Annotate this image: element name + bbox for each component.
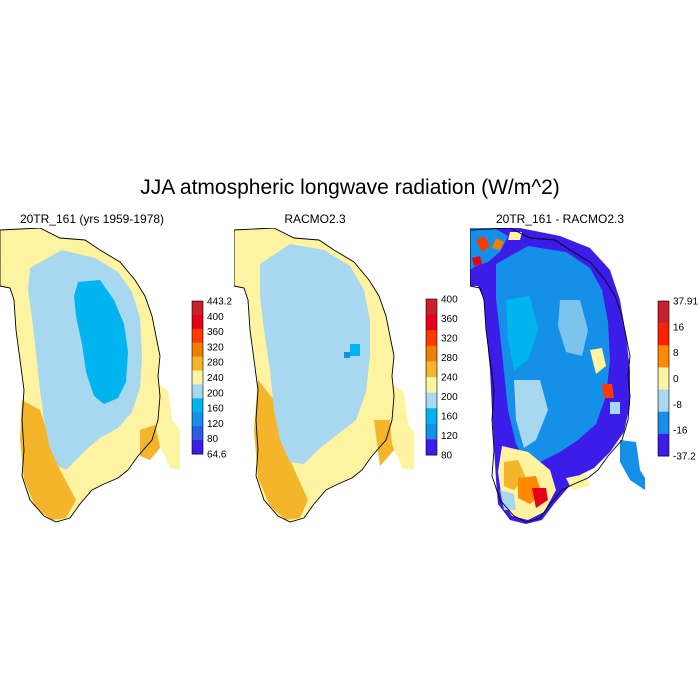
colorbar-swatch (426, 408, 437, 425)
figure-title: JJA atmospheric longwave radiation (W/m^… (140, 176, 560, 199)
colorbar-tick-label: 360 (207, 327, 224, 338)
colorbar-swatch (426, 361, 437, 378)
colorbar-tick-label: 80 (207, 434, 219, 445)
colorbars: 443.24003603202802402001601208064.640036… (191, 295, 698, 463)
colorbar-tick-label: 320 (441, 334, 458, 345)
colorbar-frame (191, 300, 204, 455)
colorbar-swatch (658, 323, 669, 346)
colorbar-swatch (426, 377, 437, 394)
colorbar-swatch (658, 433, 669, 457)
colorbar-swatch (192, 398, 203, 413)
colorbar-swatch (192, 314, 203, 330)
panel-title-model: 20TR_161 (yrs 1959-1978) (19, 212, 165, 226)
colorbar-swatch (426, 392, 437, 409)
colorbar-tick-label: 160 (207, 404, 224, 415)
colorbar-swatch (192, 328, 203, 344)
colorbar-swatch (192, 370, 203, 385)
colorbar-swatch (426, 439, 437, 456)
colorbar-tick-label: 200 (207, 388, 224, 399)
map-difference-field (470, 228, 645, 530)
colorbar-tick-label: 280 (441, 353, 458, 364)
colorbar-racmo: 400 360 320 280 240 200 160 120 80 (425, 295, 458, 462)
colorbar-swatch (192, 426, 203, 441)
colorbar-tick-label: 240 (441, 373, 458, 384)
colorbar-swatch (426, 330, 437, 347)
colorbar-swatch (426, 314, 437, 331)
colorbar-tick-label: -8 (673, 400, 682, 411)
colorbar-swatch (192, 301, 203, 316)
colorbar-tick-label: 200 (441, 392, 458, 403)
colorbar-tick-label: 8 (673, 348, 679, 359)
colorbar-swatch (192, 412, 203, 427)
colorbar-swatch (426, 345, 437, 362)
colorbar-swatch (658, 301, 669, 324)
colorbar-swatch (658, 345, 669, 368)
colorbar-tick-label: 240 (207, 373, 224, 384)
map-model-field (0, 228, 180, 530)
colorbar-tick-label: 160 (441, 412, 458, 423)
colorbar-tick-label: 120 (207, 419, 224, 430)
colorbar-tick-label: 64.6 (207, 450, 227, 461)
colorbar-tick-label: 400 (441, 295, 458, 306)
colorbar-tick-label: -16 (673, 426, 688, 437)
colorbar-difference: 37.91 16 8 0 -8 -16 -37.2 (657, 297, 698, 463)
colorbar-model: 443.2 400 360 320 280 240 200 160 120 80 64.6 (191, 297, 232, 461)
colorbar-swatch (192, 384, 203, 399)
colorbar-tick-label: 360 (441, 314, 458, 325)
colorbar-tick-label: 320 (207, 342, 224, 353)
colorbar-tick-label: 120 (441, 431, 458, 442)
panel-title-difference: 20TR_161 - RACMO2.3 (495, 212, 625, 226)
panel-title-racmo: RACMO2.3 (284, 212, 346, 226)
colorbar-tick-label: 0 (673, 374, 679, 385)
colorbar-tick-label: 280 (207, 358, 224, 369)
colorbar-tick-label: 16 (673, 322, 685, 333)
colorbar-tick-label: 400 (207, 312, 224, 323)
colorbar-tick-label: 37.91 (673, 297, 698, 308)
colorbar-tick-label: 80 (441, 451, 453, 462)
colorbar-swatch (192, 356, 203, 372)
colorbar-frame (657, 300, 670, 457)
colorbar-swatch (658, 389, 669, 413)
colorbar-swatch (658, 411, 669, 435)
colorbar-swatch (426, 423, 437, 440)
colorbar-tick-label: 443.2 (207, 297, 232, 308)
colorbar-swatch (192, 440, 203, 455)
map-racmo-field (234, 228, 414, 530)
colorbar-swatch (658, 367, 669, 391)
colorbar-frame (425, 298, 438, 456)
colorbar-swatch (192, 342, 203, 358)
colorbar-tick-label: -37.2 (673, 452, 696, 463)
colorbar-swatch (426, 299, 437, 316)
